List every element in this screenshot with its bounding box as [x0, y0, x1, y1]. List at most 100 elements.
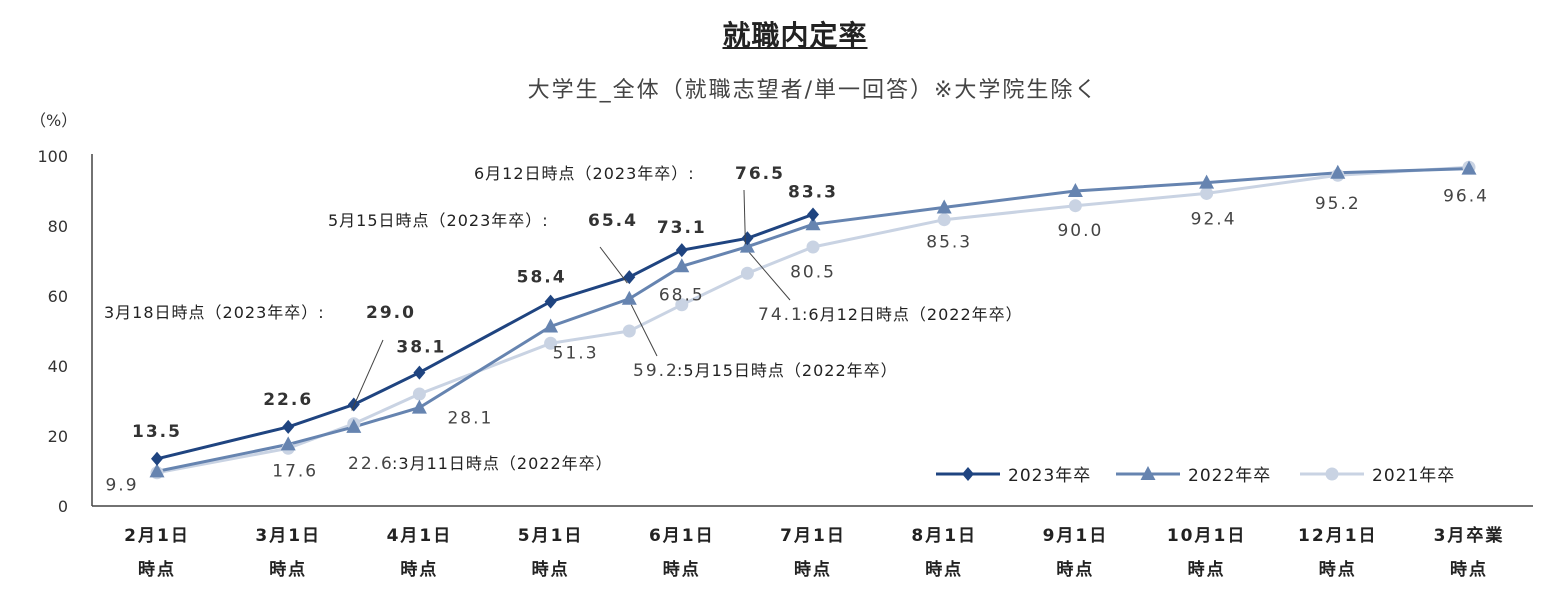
- data-point-2022年卒: [1330, 164, 1346, 179]
- legend-label: 2023年卒: [1008, 466, 1091, 486]
- series-line-2021年卒: [156, 165, 1470, 475]
- x-tick-label: 5月1日: [518, 526, 584, 546]
- data-point-2023年卒: [623, 270, 636, 285]
- x-tick-label: 時点: [1450, 559, 1488, 580]
- data-point-2021年卒: [937, 213, 951, 227]
- data-point-2023年卒: [741, 231, 754, 246]
- annotation-text: :5月15日時点（2022年卒）: [677, 361, 898, 380]
- data-point-2021年卒: [1200, 186, 1214, 200]
- annotation-text: :3月11日時点（2022年卒）: [392, 454, 613, 473]
- x-tick-label: 時点: [532, 559, 570, 580]
- data-point-2021年卒: [675, 298, 689, 312]
- y-tick-label: 0: [58, 497, 68, 516]
- data-label-2023: 83.3: [788, 182, 838, 202]
- annotation-value: 22.6: [348, 454, 394, 474]
- annotation-value: 65.4: [588, 211, 638, 231]
- x-tick-label: 2月1日: [124, 526, 190, 546]
- legend-marker-2023年卒: [962, 467, 974, 481]
- annotation-text: :6月12日時点（2022年卒）: [802, 305, 1023, 324]
- x-tick-label: 12月1日: [1298, 526, 1378, 546]
- x-tick-label: 時点: [138, 559, 176, 580]
- data-point-2022年卒: [280, 436, 296, 451]
- x-tick-label: 時点: [663, 559, 701, 580]
- x-tick-label: 時点: [1319, 559, 1357, 580]
- legend-marker-2022年卒: [1140, 466, 1156, 480]
- data-label-2022: 80.5: [790, 262, 836, 282]
- data-label-2022: 95.2: [1315, 194, 1361, 214]
- data-label-2022: 51.3: [553, 343, 599, 363]
- data-label-2022: 17.6: [272, 461, 318, 481]
- legend-marker-2021年卒: [1325, 467, 1339, 481]
- annotation-text: 6月12日時点（2023年卒）:: [474, 164, 695, 183]
- y-tick-label: 60: [48, 287, 68, 306]
- y-tick-label: 40: [48, 357, 68, 376]
- annotation-leader: [749, 252, 791, 301]
- data-point-2022年卒: [149, 463, 165, 478]
- data-label-2022: 68.5: [659, 285, 705, 305]
- annotation-value: 74.1: [758, 305, 804, 325]
- x-tick-label: 7月1日: [780, 526, 846, 546]
- data-point-2022年卒: [411, 399, 427, 414]
- x-tick-label: 8月1日: [911, 526, 977, 546]
- annotation-value: 59.2: [633, 361, 679, 381]
- x-tick-label: 10月1日: [1167, 526, 1247, 546]
- annotation-value: 76.5: [735, 164, 785, 184]
- data-point-2022年卒: [1199, 174, 1215, 189]
- annotation-leader: [743, 189, 746, 245]
- data-point-2021年卒: [806, 240, 820, 254]
- data-point-2021年卒: [544, 336, 558, 350]
- x-tick-label: 時点: [1188, 559, 1226, 580]
- data-label-2022: 28.1: [447, 409, 493, 429]
- data-point-2022年卒: [543, 318, 559, 333]
- data-point-2022年卒: [674, 258, 690, 273]
- annotation-leader: [599, 246, 628, 284]
- data-label-2023: 13.5: [132, 422, 182, 442]
- data-point-2021年卒: [412, 387, 426, 401]
- data-label-2023: 73.1: [657, 218, 707, 238]
- data-point-2023年卒: [544, 294, 557, 309]
- annotation-text: 5月15日時点（2023年卒）:: [328, 211, 549, 230]
- data-point-2021年卒: [1068, 199, 1082, 213]
- y-tick-label: 80: [48, 217, 68, 236]
- x-tick-label: 時点: [794, 559, 832, 580]
- x-tick-label: 時点: [400, 559, 438, 580]
- data-label-2022: 90.0: [1057, 221, 1103, 241]
- data-point-2023年卒: [282, 419, 295, 434]
- data-point-2021年卒: [622, 324, 636, 338]
- data-point-2022年卒: [1461, 160, 1477, 175]
- x-tick-label: 時点: [1056, 559, 1094, 580]
- data-point-2022年卒: [346, 418, 362, 433]
- data-point-2023年卒: [675, 243, 688, 258]
- x-tick-label: 時点: [269, 559, 307, 580]
- data-label-2023: 58.4: [517, 268, 567, 288]
- data-label-2022: 96.4: [1443, 187, 1489, 207]
- data-point-2022年卒: [936, 199, 952, 214]
- y-tick-label: 20: [48, 427, 68, 446]
- y-tick-label: 100: [37, 147, 68, 166]
- data-point-2022年卒: [739, 238, 755, 253]
- x-tick-label: 時点: [925, 559, 963, 580]
- annotation-leader: [351, 339, 384, 411]
- legend-label: 2021年卒: [1372, 466, 1455, 486]
- x-tick-label: 9月1日: [1043, 526, 1109, 546]
- x-tick-label: 3月1日: [255, 526, 321, 546]
- data-point-2023年卒: [151, 451, 163, 466]
- data-label-2023: 38.1: [396, 338, 446, 358]
- legend-label: 2022年卒: [1188, 466, 1271, 486]
- data-label-2022: 9.9: [105, 475, 138, 495]
- chart-subtitle: 大学生_全体（就職志望者/単一回答）※大学院生除く: [527, 78, 1099, 103]
- annotation-value: 29.0: [366, 303, 416, 323]
- data-point-2022年卒: [621, 290, 637, 305]
- data-point-2022年卒: [805, 216, 821, 231]
- annotation-text: 3月18日時点（2023年卒）:: [104, 303, 325, 322]
- data-label-2023: 22.6: [263, 390, 313, 410]
- x-tick-label: 3月卒業: [1434, 525, 1505, 546]
- chart-title: 就職内定率: [722, 19, 868, 52]
- series-line-2022年卒: [156, 167, 1470, 473]
- x-tick-label: 4月1日: [387, 526, 453, 546]
- data-point-2023年卒: [807, 207, 819, 222]
- y-axis-unit-label: （%）: [30, 111, 77, 130]
- data-label-2022: 85.3: [926, 232, 972, 252]
- data-point-2023年卒: [413, 365, 426, 380]
